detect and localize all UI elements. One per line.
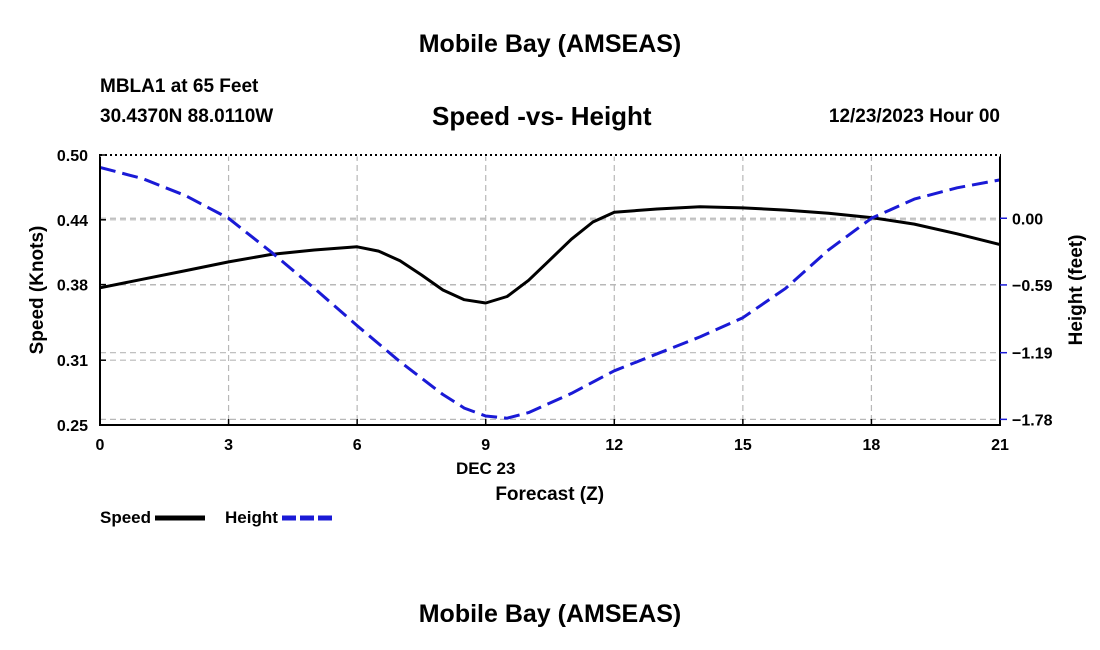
x-tick-label-18: 18 bbox=[863, 437, 881, 454]
station-label: MBLA1 at 65 Feet bbox=[100, 76, 259, 97]
x-tick-label-6: 6 bbox=[353, 437, 362, 454]
y-left-tick-label-0.25: 0.25 bbox=[57, 418, 88, 435]
x-tick-label-21: 21 bbox=[991, 437, 1009, 454]
x-tick-label-12: 12 bbox=[605, 437, 623, 454]
legend-label-height: Height bbox=[225, 508, 278, 527]
speed-height-chart: 0 3 6 9 12 15 18 21 0.50 0.44 0.38 0.31 0.25 0.00 −0.5… bbox=[27, 148, 1087, 505]
coordinates-label: 30.4370N 88.0110W bbox=[100, 106, 274, 127]
series-layer bbox=[99, 165, 1001, 420]
x-tick-label-9: 9 bbox=[481, 437, 490, 454]
legend-item-speed: Speed bbox=[100, 508, 207, 528]
top-title: Mobile Bay (AMSEAS) bbox=[418, 30, 682, 58]
y-right-tick-label-0.00: 0.00 bbox=[1012, 211, 1043, 228]
chart-title: Speed -vs- Height bbox=[432, 101, 652, 131]
x-axis-label: Forecast (Z) bbox=[495, 484, 604, 505]
x-tick-label-0: 0 bbox=[96, 437, 105, 454]
legend-item-height: Height bbox=[225, 508, 334, 528]
legend-swatch-height bbox=[281, 515, 332, 521]
y-axis-right-label: Height (feet) bbox=[1066, 235, 1087, 346]
y-left-tick-label-0.44: 0.44 bbox=[57, 213, 88, 230]
legend: Speed Height bbox=[100, 508, 352, 528]
legend-swatch-speed bbox=[155, 515, 206, 521]
y-left-tick-label-0.50: 0.50 bbox=[57, 148, 88, 165]
y-right-tick-label-−1.19: −1.19 bbox=[1012, 346, 1053, 363]
legend-label-speed: Speed bbox=[100, 508, 152, 527]
series-line-speed bbox=[99, 205, 1001, 305]
axis-ticks: 0 3 6 9 12 15 18 21 0.50 0.44 0.38 0.31 0.25 0.00 −0.5… bbox=[57, 148, 1053, 454]
y-right-tick-label-−1.78: −1.78 bbox=[1012, 412, 1053, 429]
y-axis-left-label: Speed (Knots) bbox=[27, 226, 48, 355]
series-line-height bbox=[99, 165, 1001, 420]
x-tick-label-15: 15 bbox=[734, 437, 752, 454]
y-right-tick-label-−0.59: −0.59 bbox=[1012, 278, 1053, 295]
grid-lines bbox=[100, 155, 1000, 425]
y-left-tick-label-0.31: 0.31 bbox=[57, 353, 88, 370]
x-axis-date-label: DEC 23 bbox=[456, 459, 516, 478]
forecast-datetime: 12/23/2023 Hour 00 bbox=[828, 106, 1000, 127]
y-left-tick-label-0.38: 0.38 bbox=[57, 278, 88, 295]
bottom-title: Mobile Bay (AMSEAS) bbox=[418, 600, 682, 628]
plot-frame bbox=[99, 154, 1001, 426]
x-tick-label-3: 3 bbox=[224, 437, 233, 454]
